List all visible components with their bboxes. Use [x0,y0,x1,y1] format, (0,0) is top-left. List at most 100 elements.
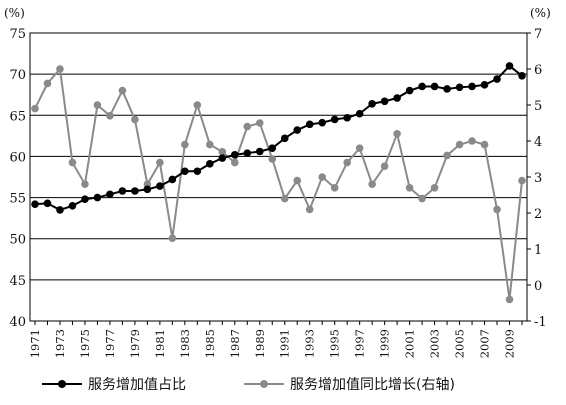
x-tick-label: 1997 [353,329,367,358]
data-point-0 [430,82,439,91]
data-point-1 [368,180,376,188]
data-point-1 [31,104,39,113]
data-point-1 [206,140,214,149]
x-tick-label: 1987 [228,329,242,358]
data-point-1 [355,144,364,152]
data-point-0 [68,202,77,210]
x-tick-label: 1999 [378,329,392,358]
x-axis-ticks: 1971 1973 1975 1977 1979 1981 1983 1985 1987 1989… [28,321,523,358]
data-point-1 [131,115,139,124]
right-tick-label: 4 [534,135,542,150]
series-0 [31,62,526,214]
data-point-1 [230,158,239,167]
data-point-1 [181,140,189,149]
x-tick-label: 2005 [453,329,467,358]
data-point-0 [393,94,401,102]
data-point-1 [168,234,177,242]
x-tick-label: 1975 [78,329,92,358]
x-tick-label: 1993 [303,329,317,358]
data-point-0 [493,75,501,83]
right-axis-unit: (%) [530,6,551,20]
data-point-1 [430,184,439,192]
series-layer [31,62,526,304]
data-point-1 [43,79,52,88]
right-tick-label: 3 [534,171,542,186]
data-point-0 [343,113,351,122]
left-tick-label: 70 [9,68,26,83]
data-point-0 [193,167,202,176]
left-axis-unit: (%) [4,6,25,20]
data-point-0 [206,160,214,168]
data-point-0 [405,86,414,95]
data-point-1 [255,119,264,127]
data-point-0 [143,185,152,194]
right-axis-ticks: -1 0 1 2 3 4 5 6 7 [527,27,547,330]
x-tick-label: 1991 [278,329,292,358]
left-axis-ticks: 40 45 50 55 60 65 70 75 [9,27,26,330]
right-tick-label: 6 [534,63,542,78]
data-point-0 [118,187,127,195]
left-tick-label: 50 [9,233,26,248]
x-tick-label: 2007 [478,329,492,358]
data-point-0 [505,62,514,70]
data-point-0 [131,187,139,195]
data-point-1 [343,158,351,167]
data-point-0 [355,109,364,118]
data-point-0 [218,154,227,162]
x-tick-label: 1973 [53,329,67,358]
data-point-1 [93,101,102,109]
right-tick-label: 7 [534,27,542,42]
data-point-1 [305,205,314,214]
data-point-0 [418,82,426,91]
data-point-1 [68,158,77,167]
x-tick-label: 1971 [28,329,42,358]
x-tick-label: 1981 [153,329,167,358]
data-point-1 [268,155,277,163]
x-tick-label: 2009 [503,329,517,358]
plot-frame [29,32,528,322]
x-tick-label: 2003 [428,329,442,358]
data-point-0 [380,97,389,106]
data-point-1 [455,140,464,149]
data-point-1 [330,184,339,192]
data-point-1 [468,137,476,145]
data-point-0 [268,144,277,152]
data-point-1 [380,162,389,170]
legend-marker-share [58,380,66,388]
data-point-1 [318,173,327,181]
series-line-0 [34,64,523,211]
data-point-1 [393,130,401,138]
left-tick-label: 75 [9,27,26,42]
data-point-0 [93,193,102,202]
data-point-0 [43,199,52,208]
data-point-1 [56,65,64,73]
series-line-1 [34,66,523,300]
data-point-0 [518,71,526,80]
right-tick-label: 2 [534,207,542,222]
data-point-1 [405,184,414,192]
data-point-1 [81,180,89,188]
x-tick-label: 1977 [103,329,117,358]
left-tick-label: 55 [9,192,26,207]
x-tick-label: 1995 [328,329,342,358]
data-point-0 [230,150,239,159]
data-point-0 [181,167,189,176]
data-point-0 [318,118,327,127]
legend-label-growth: 服务增加值同比增长(右轴) [290,377,455,393]
data-point-0 [280,134,289,143]
data-point-1 [106,112,114,120]
data-point-0 [106,190,114,199]
right-tick-label: 0 [534,279,542,294]
data-point-0 [31,200,39,208]
data-point-0 [443,85,451,93]
data-point-0 [81,195,89,204]
data-point-0 [243,149,252,157]
data-point-1 [505,295,514,304]
data-point-1 [443,151,451,160]
x-tick-label: 1983 [178,329,192,358]
data-point-1 [118,86,127,95]
x-tick-label: 1985 [203,329,217,358]
data-point-0 [56,206,64,214]
data-point-0 [293,126,302,134]
right-tick-label: 1 [534,243,542,258]
